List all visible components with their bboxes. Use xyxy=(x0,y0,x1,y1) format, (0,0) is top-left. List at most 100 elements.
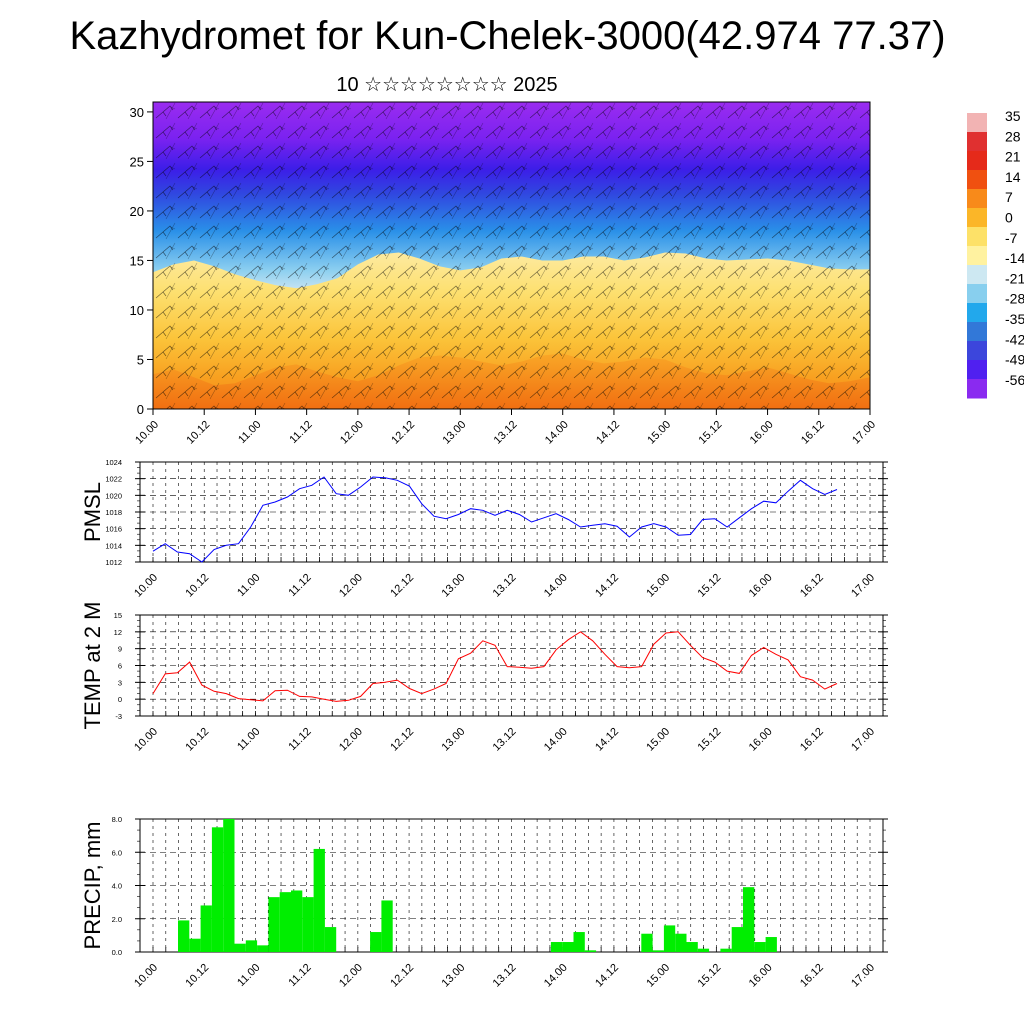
colorbar-swatch xyxy=(967,341,987,361)
precip-bar xyxy=(562,942,574,952)
x-tick-label: 10.00 xyxy=(133,419,161,447)
x-tick-label: 12.12 xyxy=(388,572,416,600)
y-tick-label: 0.0 xyxy=(112,948,122,957)
colorbar-swatch xyxy=(967,113,987,133)
x-tick-label: 14.00 xyxy=(543,419,571,447)
x-tick-label: 11.00 xyxy=(235,962,262,989)
colorbar-swatch xyxy=(967,151,987,171)
precip-bar xyxy=(743,887,755,952)
x-tick-label: 12.00 xyxy=(337,572,365,600)
series-line xyxy=(152,476,838,563)
x-tick-label: 10.12 xyxy=(183,726,211,754)
precip-bar xyxy=(573,932,585,952)
precip-bar xyxy=(257,945,269,952)
x-tick-label: 11.12 xyxy=(286,962,313,989)
precip-bar xyxy=(652,950,664,952)
y-tick-label: 4.0 xyxy=(112,882,122,891)
y-tick-label: 10 xyxy=(130,303,144,318)
precip-bar xyxy=(381,900,393,952)
precip-bar xyxy=(765,937,777,952)
y-tick-label: 1018 xyxy=(105,508,122,517)
y-tick-label: 1024 xyxy=(105,458,122,467)
x-tick-label: 12.12 xyxy=(388,726,416,754)
x-tick-label: 16.00 xyxy=(747,962,775,990)
x-tick-label: 13.00 xyxy=(439,962,467,990)
y-tick-label: 1020 xyxy=(105,491,122,500)
x-tick-label: 15.00 xyxy=(644,962,672,990)
x-tick-label: 13.12 xyxy=(491,962,519,990)
precip-bar xyxy=(291,890,303,952)
x-tick-label: 10.12 xyxy=(184,419,212,447)
precip-bar xyxy=(268,897,280,952)
x-tick-label: 12.00 xyxy=(337,726,365,754)
x-tick-label: 11.12 xyxy=(287,419,314,446)
x-tick-label: 10.00 xyxy=(132,962,160,990)
precip-bar xyxy=(279,892,291,952)
x-tick-label: 16.00 xyxy=(747,726,775,754)
y-tick-label: 0 xyxy=(118,695,122,704)
y-tick-label: 12 xyxy=(114,628,122,637)
x-tick-label: 13.12 xyxy=(491,726,519,754)
y-axis-label: TEMP at 2 M xyxy=(80,602,105,730)
precip-bar xyxy=(641,933,653,952)
x-tick-label: 14.12 xyxy=(593,962,621,990)
colorbar-label: -42 xyxy=(1005,331,1024,347)
colorbar-swatch xyxy=(967,360,987,380)
precip-bar xyxy=(697,948,710,952)
precip-bar xyxy=(223,819,235,952)
x-tick-label: 17.00 xyxy=(849,572,877,600)
y-tick-label: 25 xyxy=(130,154,144,169)
x-tick-label: 16.12 xyxy=(798,962,826,990)
x-tick-label: 17.00 xyxy=(849,962,877,990)
colorbar-swatch xyxy=(967,379,987,399)
x-tick-label: 15.00 xyxy=(644,726,672,754)
x-tick-label: 11.00 xyxy=(236,419,263,446)
x-tick-label: 12.12 xyxy=(389,419,417,447)
colorbar-swatch xyxy=(967,189,987,209)
x-tick-label: 11.00 xyxy=(235,572,262,599)
x-tick-label: 14.00 xyxy=(542,726,570,754)
y-tick-label: 1022 xyxy=(105,475,122,484)
x-tick-label: 17.00 xyxy=(850,419,878,447)
y-tick-label: 5 xyxy=(137,352,144,367)
colorbar-swatch xyxy=(967,322,987,342)
cross-section-panel: 0 5 10 15 20 25 30 10.00 10.12 11.00 11.12 12.00 12.… xyxy=(130,101,878,447)
precip-bar xyxy=(370,932,382,952)
precip-bar xyxy=(754,942,766,952)
colorbar-swatch xyxy=(967,208,987,228)
y-tick-label: 1012 xyxy=(105,558,122,567)
x-tick-label: 14.00 xyxy=(542,572,570,600)
x-tick-label: 10.00 xyxy=(132,726,160,754)
precip-bar xyxy=(313,848,325,952)
wind-barbs xyxy=(153,102,870,409)
x-tick-label: 15.12 xyxy=(696,572,724,600)
y-tick-label: 2.0 xyxy=(112,915,122,924)
colorbar-label: -35 xyxy=(1005,311,1024,327)
colorbar-label: -21 xyxy=(1005,270,1024,286)
x-tick-label: 12.00 xyxy=(337,962,365,990)
precip-bar xyxy=(675,933,687,952)
y-tick-label: 1014 xyxy=(105,541,122,550)
colorbar-label: -28 xyxy=(1005,291,1024,307)
x-tick-label: 16.12 xyxy=(799,419,827,447)
colorbar-swatch xyxy=(967,170,987,190)
y-tick-label: 20 xyxy=(130,204,144,219)
y-tick-label: 1016 xyxy=(105,525,122,534)
x-tick-label: 16.12 xyxy=(798,572,826,600)
y-axis-label: PRECIP, mm xyxy=(80,822,105,950)
colorbar-swatch xyxy=(967,132,987,152)
x-tick-label: 13.00 xyxy=(439,572,467,600)
chart-subtitle: 10 ☆☆☆☆☆☆☆☆ 2025 xyxy=(336,74,558,96)
precip-bar xyxy=(211,827,224,952)
colorbar-swatch xyxy=(967,284,987,304)
y-axis-label: PMSL xyxy=(80,482,105,542)
precip-bar xyxy=(663,925,676,952)
precip-bar xyxy=(324,927,337,952)
x-tick-label: 14.12 xyxy=(594,419,622,447)
x-tick-label: 10.00 xyxy=(132,572,160,600)
x-tick-label: 12.12 xyxy=(388,962,416,990)
precip-bar xyxy=(189,938,201,952)
colorbar-label: 0 xyxy=(1005,210,1013,226)
colorbar-swatch xyxy=(967,303,987,323)
